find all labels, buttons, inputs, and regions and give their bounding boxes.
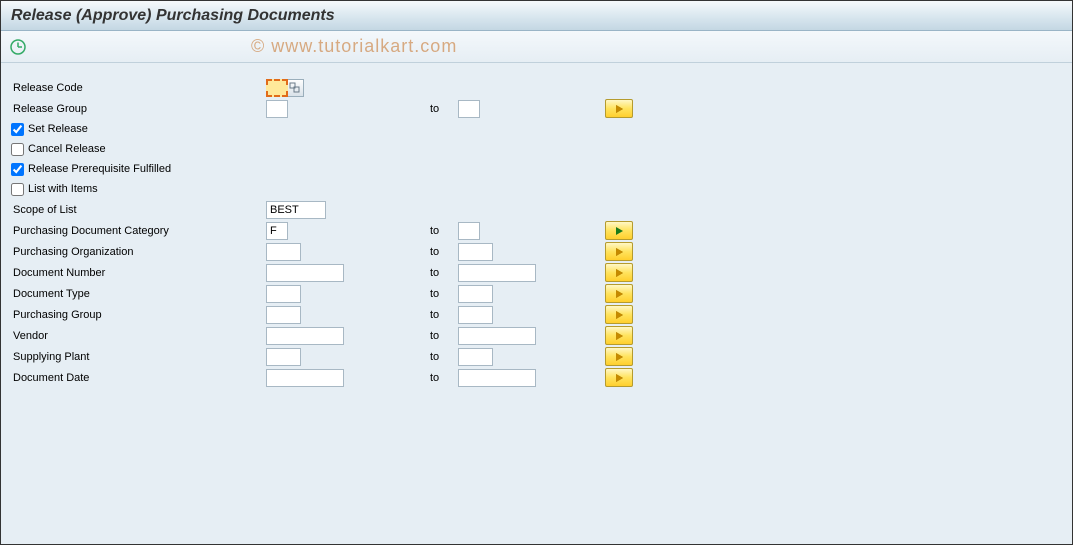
porg-to-input[interactable] — [458, 243, 493, 261]
scope-input[interactable] — [266, 201, 326, 219]
porg-from-input[interactable] — [266, 243, 301, 261]
release-code-input[interactable] — [266, 79, 288, 97]
to-label: to — [430, 103, 458, 115]
multi-select-button[interactable] — [605, 99, 633, 118]
label-doc-num: Document Number — [11, 267, 266, 279]
doc-date-to-input[interactable] — [458, 369, 536, 387]
multi-select-button[interactable] — [605, 326, 633, 345]
toolbar: © www.tutorialkart.com — [1, 31, 1072, 63]
selection-screen: Release Code Release Group to Set Releas… — [1, 63, 1072, 544]
label-supl-plant: Supplying Plant — [11, 351, 266, 363]
to-label: to — [430, 288, 458, 300]
to-label: to — [430, 372, 458, 384]
pgrp-from-input[interactable] — [266, 306, 301, 324]
execute-icon[interactable] — [9, 38, 27, 56]
label-pgrp: Purchasing Group — [11, 309, 266, 321]
label-prereq: Release Prerequisite Fulfilled — [28, 163, 171, 175]
label-cancel-release: Cancel Release — [28, 143, 106, 155]
label-doc-cat: Purchasing Document Category — [11, 225, 266, 237]
multi-select-button[interactable] — [605, 263, 633, 282]
to-label: to — [430, 246, 458, 258]
label-scope: Scope of List — [11, 204, 266, 216]
page-title: Release (Approve) Purchasing Documents — [11, 7, 335, 25]
doc-num-from-input[interactable] — [266, 264, 344, 282]
multi-select-button[interactable] — [605, 305, 633, 324]
set-release-checkbox[interactable] — [11, 123, 24, 136]
label-vendor: Vendor — [11, 330, 266, 342]
to-label: to — [430, 225, 458, 237]
doc-num-to-input[interactable] — [458, 264, 536, 282]
cancel-release-checkbox[interactable] — [11, 143, 24, 156]
list-items-checkbox[interactable] — [11, 183, 24, 196]
supl-plant-to-input[interactable] — [458, 348, 493, 366]
title-bar: Release (Approve) Purchasing Documents — [1, 1, 1072, 31]
doc-cat-to-input[interactable] — [458, 222, 480, 240]
multi-select-button[interactable] — [605, 284, 633, 303]
label-list-items: List with Items — [28, 183, 98, 195]
doc-type-to-input[interactable] — [458, 285, 493, 303]
label-set-release: Set Release — [28, 123, 88, 135]
search-help-icon[interactable] — [288, 79, 304, 97]
release-group-from-input[interactable] — [266, 100, 288, 118]
doc-type-from-input[interactable] — [266, 285, 301, 303]
label-release-group: Release Group — [11, 103, 266, 115]
to-label: to — [430, 267, 458, 279]
to-label: to — [430, 309, 458, 321]
watermark-text: © www.tutorialkart.com — [251, 36, 457, 57]
release-group-to-input[interactable] — [458, 100, 480, 118]
to-label: to — [430, 330, 458, 342]
multi-select-button[interactable] — [605, 221, 633, 240]
label-doc-date: Document Date — [11, 372, 266, 384]
label-release-code: Release Code — [11, 82, 266, 94]
multi-select-button[interactable] — [605, 347, 633, 366]
doc-date-from-input[interactable] — [266, 369, 344, 387]
vendor-to-input[interactable] — [458, 327, 536, 345]
multi-select-button[interactable] — [605, 242, 633, 261]
multi-select-button[interactable] — [605, 368, 633, 387]
vendor-from-input[interactable] — [266, 327, 344, 345]
prereq-checkbox[interactable] — [11, 163, 24, 176]
to-label: to — [430, 351, 458, 363]
doc-cat-from-input[interactable] — [266, 222, 288, 240]
label-doc-type: Document Type — [11, 288, 266, 300]
supl-plant-from-input[interactable] — [266, 348, 301, 366]
label-porg: Purchasing Organization — [11, 246, 266, 258]
pgrp-to-input[interactable] — [458, 306, 493, 324]
